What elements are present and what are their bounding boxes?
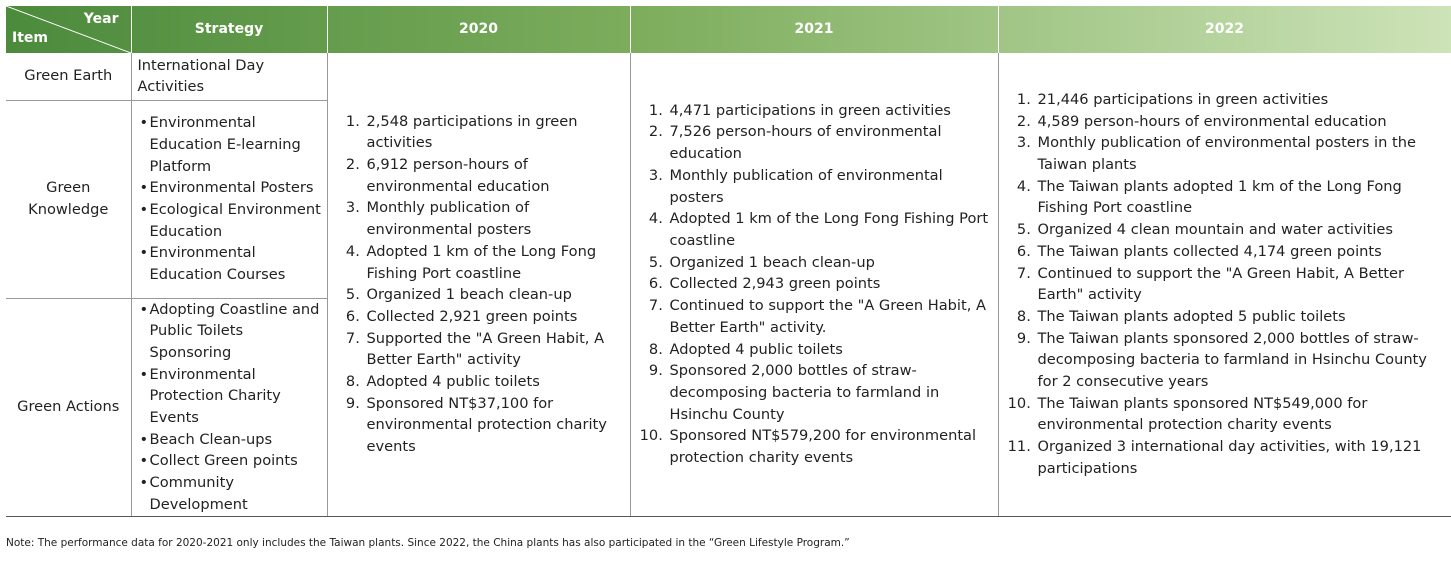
table-row: Green ActionsAdopting Coastline and Publ…: [6, 298, 1451, 517]
result-cell: 21,446 participations in green activitie…: [998, 53, 1451, 517]
item-label: Item: [12, 30, 48, 47]
result-item: Monthly publication of environmental pos…: [1036, 132, 1448, 175]
result-item: The Taiwan plants adopted 5 public toile…: [1036, 306, 1448, 328]
result-item: The Taiwan plants sponsored NT$549,000 f…: [1036, 393, 1448, 436]
result-item: Organized 4 clean mountain and water act…: [1036, 219, 1448, 241]
result-item: The Taiwan plants collected 4,174 green …: [1036, 241, 1448, 263]
result-item: The Taiwan plants adopted 1 km of the Lo…: [1036, 176, 1448, 219]
strategy-cell: Environmental Education E-learning Platf…: [131, 100, 328, 299]
result-item: The Taiwan plants sponsored 2,000 bottle…: [1036, 328, 1448, 393]
item-cell: Green Actions: [6, 298, 132, 517]
strategy-cell: International Day Activities: [131, 53, 328, 101]
year-header: 2021: [630, 6, 999, 53]
diagonal: [6, 6, 131, 53]
result-item: Supported the "A Green Habit, A Better E…: [365, 328, 626, 371]
note: Note: The performance data for 2020-2021…: [6, 537, 850, 549]
strategy-item: Beach Clean-ups: [140, 429, 323, 451]
strategy-item: Environmental Protection Charity Events: [140, 364, 323, 429]
result-item: 6,912 person-hours of environmental educ…: [365, 154, 626, 197]
result-list: 21,446 participations in green activitie…: [1003, 89, 1448, 480]
result-item: Sponsored NT$579,200 for environmental p…: [668, 425, 994, 468]
result-cell: 4,471 participations in green activities…: [630, 53, 999, 517]
result-item: Organized 1 beach clean-up: [365, 284, 626, 306]
strategy-table: Year Item Strategy 2020 2021 2022 Green Ea…: [6, 6, 1451, 517]
result-item: Organized 1 beach clean-up: [668, 252, 994, 274]
strategy-item: Environmental Posters: [140, 177, 323, 199]
result-item: Sponsored NT$37,100 for environmental pr…: [365, 393, 626, 458]
result-item: 4,589 person-hours of environmental educ…: [1036, 111, 1448, 133]
header-row: Year Item Strategy 2020 2021 2022: [6, 6, 1451, 53]
result-item: Adopted 4 public toilets: [365, 371, 626, 393]
strategy-list: Adopting Coastline and Public Toilets Sp…: [138, 299, 323, 516]
strategy-item: Community Development: [140, 472, 323, 515]
result-item: 21,446 participations in green activitie…: [1036, 89, 1448, 111]
result-item: Adopted 1 km of the Long Fong Fishing Po…: [365, 241, 626, 284]
table-row: Green KnowledgeEnvironmental Education E…: [6, 100, 1451, 299]
result-list: 2,548 participations in green activities…: [332, 111, 626, 458]
strategy-item: Environmental Education Courses: [140, 242, 323, 285]
strategy-item: Environmental Education E-learning Platf…: [140, 112, 323, 177]
year-label: Year: [83, 11, 119, 27]
result-item: 4,471 participations in green activities: [668, 100, 994, 122]
corner-cell: Year Item: [6, 6, 132, 53]
result-item: Adopted 4 public toilets: [668, 339, 994, 361]
result-item: 2,548 participations in green activities: [365, 111, 626, 154]
result-item: Monthly publication of environmental pos…: [668, 165, 994, 208]
result-item: Organized 3 international day activities…: [1036, 436, 1448, 479]
result-item: Continued to support the "A Green Habit,…: [668, 295, 994, 338]
strategy-text: International Day Activities: [137, 56, 265, 96]
result-item: Collected 2,943 green points: [668, 273, 994, 295]
result-cell: 2,548 participations in green activities…: [327, 53, 631, 517]
strategy-header: Strategy: [131, 6, 328, 53]
result-item: Collected 2,921 green points: [365, 306, 626, 328]
strategy-item: Ecological Environment Education: [140, 199, 323, 242]
result-item: Monthly publication of environmental pos…: [365, 197, 626, 240]
strategy-item: Adopting Coastline and Public Toilets Sp…: [140, 299, 323, 364]
strategy-list: Environmental Education E-learning Platf…: [138, 112, 323, 286]
year-header: 2022: [998, 6, 1451, 53]
result-item: Adopted 1 km of the Long Fong Fishing Po…: [668, 208, 994, 251]
result-list: 4,471 participations in green activities…: [635, 100, 994, 469]
strategy-item: Collect Green points: [140, 450, 323, 472]
strategy-cell: Adopting Coastline and Public Toilets Sp…: [131, 298, 328, 517]
item-cell: Green Knowledge: [6, 100, 132, 299]
result-item: Continued to support the "A Green Habit,…: [1036, 263, 1448, 306]
result-item: Sponsored 2,000 bottles of straw-decompo…: [668, 360, 994, 425]
year-header: 2020: [327, 6, 631, 53]
result-item: 7,526 person-hours of environmental educ…: [668, 121, 994, 164]
table-wrap: Year Item Strategy 2020 2021 2022 Green Ea…: [6, 6, 1451, 517]
item-cell: Green Earth: [6, 53, 132, 101]
